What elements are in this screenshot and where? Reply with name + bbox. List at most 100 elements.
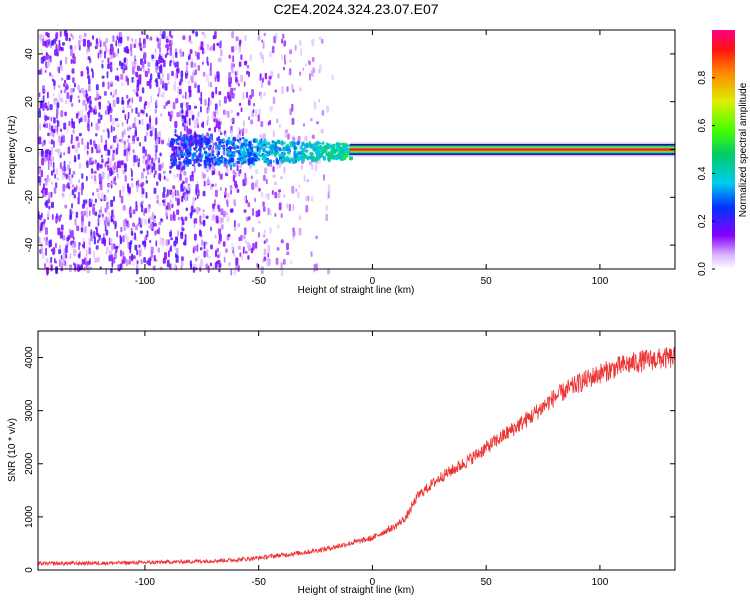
- spectrogram-cell: [223, 96, 227, 104]
- spectrogram-cell: [199, 215, 202, 223]
- spectrogram-cell: [123, 149, 126, 157]
- spectrogram-cell: [217, 150, 220, 156]
- spectrogram-cell: [74, 263, 77, 270]
- spectrogram-cell: [67, 164, 70, 170]
- spectrogram-cell: [153, 187, 157, 194]
- spectrogram-tone: [349, 142, 675, 157]
- spectrogram-cell: [89, 203, 92, 208]
- spectrogram-cell: [104, 238, 106, 244]
- spectrogram-cell: [144, 70, 148, 78]
- spectrogram-cell: [231, 151, 234, 154]
- spectrogram-cell: [242, 120, 245, 127]
- spectrogram-cell: [173, 80, 177, 86]
- spectrogram-cell: [102, 216, 106, 221]
- spectrogram-cell: [175, 247, 179, 255]
- spectrogram-cell: [222, 138, 225, 143]
- spectrogram-cell: [212, 142, 215, 149]
- spectrogram-cell: [71, 184, 75, 188]
- spectrogram-cell: [88, 247, 92, 255]
- spectrogram-cell: [274, 152, 277, 158]
- spectrogram-cell: [260, 121, 264, 128]
- spectrogram-cell: [170, 154, 174, 159]
- spectrogram-cell: [307, 195, 310, 202]
- spectrogram-cell: [282, 151, 286, 156]
- spectrogram-cell: [205, 169, 209, 173]
- spectrogram-cell: [85, 199, 88, 204]
- spectrogram-cell: [217, 204, 220, 210]
- spectrogram-cell: [267, 153, 270, 157]
- spectrogram-cell: [97, 193, 101, 200]
- spectrogram-cell: [126, 104, 130, 108]
- spectrogram-cell: [86, 160, 89, 168]
- spectrogram-cell: [158, 56, 161, 65]
- spectrogram-cell: [70, 33, 73, 37]
- spectrogram-cell: [236, 70, 239, 76]
- spectrogram-cell: [134, 131, 137, 135]
- spectrogram-cell: [265, 178, 268, 185]
- spectrogram-cell: [77, 142, 80, 148]
- spectrogram-cell: [300, 150, 305, 154]
- spectrogram-cell: [286, 242, 289, 251]
- spectrogram-cell: [73, 241, 76, 248]
- spectrogram-cell: [289, 59, 292, 63]
- spectrogram-cell: [112, 153, 115, 161]
- spectrogram-cell: [276, 224, 280, 229]
- spectrogram-cell: [155, 99, 158, 106]
- spectrogram-cell: [167, 81, 170, 85]
- spectrogram-cell: [126, 118, 129, 125]
- spectrogram-cell: [71, 103, 74, 107]
- spectrogram-cell: [176, 164, 180, 170]
- spectrogram-cell: [123, 144, 127, 149]
- spectrogram-cell: [146, 81, 150, 87]
- spectrogram-cell: [141, 87, 145, 94]
- spectrogram-cell: [141, 183, 144, 189]
- spectrogram-cell: [143, 43, 146, 48]
- spectrogram-cell: [309, 72, 311, 81]
- spectrogram-cell: [122, 106, 125, 111]
- spectrogram-cell: [227, 110, 230, 118]
- spectrogram-cell: [321, 110, 325, 116]
- spectrogram-cell: [289, 49, 292, 55]
- spectrogram-cell: [128, 242, 132, 251]
- spectrogram-cell: [145, 175, 148, 180]
- spectrogram-cell: [293, 153, 298, 159]
- spectrogram-cell: [321, 38, 324, 44]
- spectrogram-cell: [42, 88, 46, 94]
- spectrogram-cell: [271, 45, 275, 54]
- spectrogram-cell: [208, 97, 210, 103]
- spectrogram-cell: [88, 221, 91, 227]
- spectrogram-cell: [240, 54, 243, 61]
- spectrogram-cell: [214, 103, 218, 111]
- spectrogram-cell: [51, 39, 55, 46]
- spectrogram-cell: [57, 93, 61, 101]
- spectrogram-cell: [144, 218, 148, 225]
- spectrogram-cell: [192, 196, 195, 204]
- spectrogram-cell: [99, 184, 103, 191]
- spectrogram-cell: [158, 173, 162, 180]
- spectrogram-cell: [150, 95, 152, 103]
- spectrogram-cell: [43, 218, 46, 224]
- spectrogram-cell: [61, 192, 64, 197]
- spectrogram-cell: [181, 136, 185, 139]
- spectrogram-cell: [231, 46, 235, 53]
- spectrogram-cell: [81, 220, 84, 227]
- spectrogram-cell: [162, 73, 164, 78]
- spectrogram-cell: [248, 144, 251, 148]
- spectrogram-cell: [318, 69, 321, 74]
- spectrogram-cell: [243, 196, 247, 202]
- spectrogram-cell: [182, 122, 185, 127]
- spectrogram-cell: [291, 83, 294, 91]
- spectrogram-cell: [173, 240, 177, 247]
- spectrogram-cell: [186, 154, 189, 159]
- spectrogram-cell: [160, 93, 163, 98]
- spectrogram-cell: [144, 59, 147, 65]
- spectrogram-cell: [77, 84, 80, 91]
- spectrogram-cell: [170, 59, 173, 63]
- spectrogram-cell: [48, 150, 52, 155]
- spectrogram-cell: [47, 132, 50, 137]
- spectrogram-cell: [286, 86, 289, 92]
- spectrogram-cell: [44, 187, 48, 196]
- spectrogram-cell: [132, 255, 136, 260]
- spectrogram-cell: [213, 43, 216, 51]
- spectrogram-cell: [180, 260, 184, 267]
